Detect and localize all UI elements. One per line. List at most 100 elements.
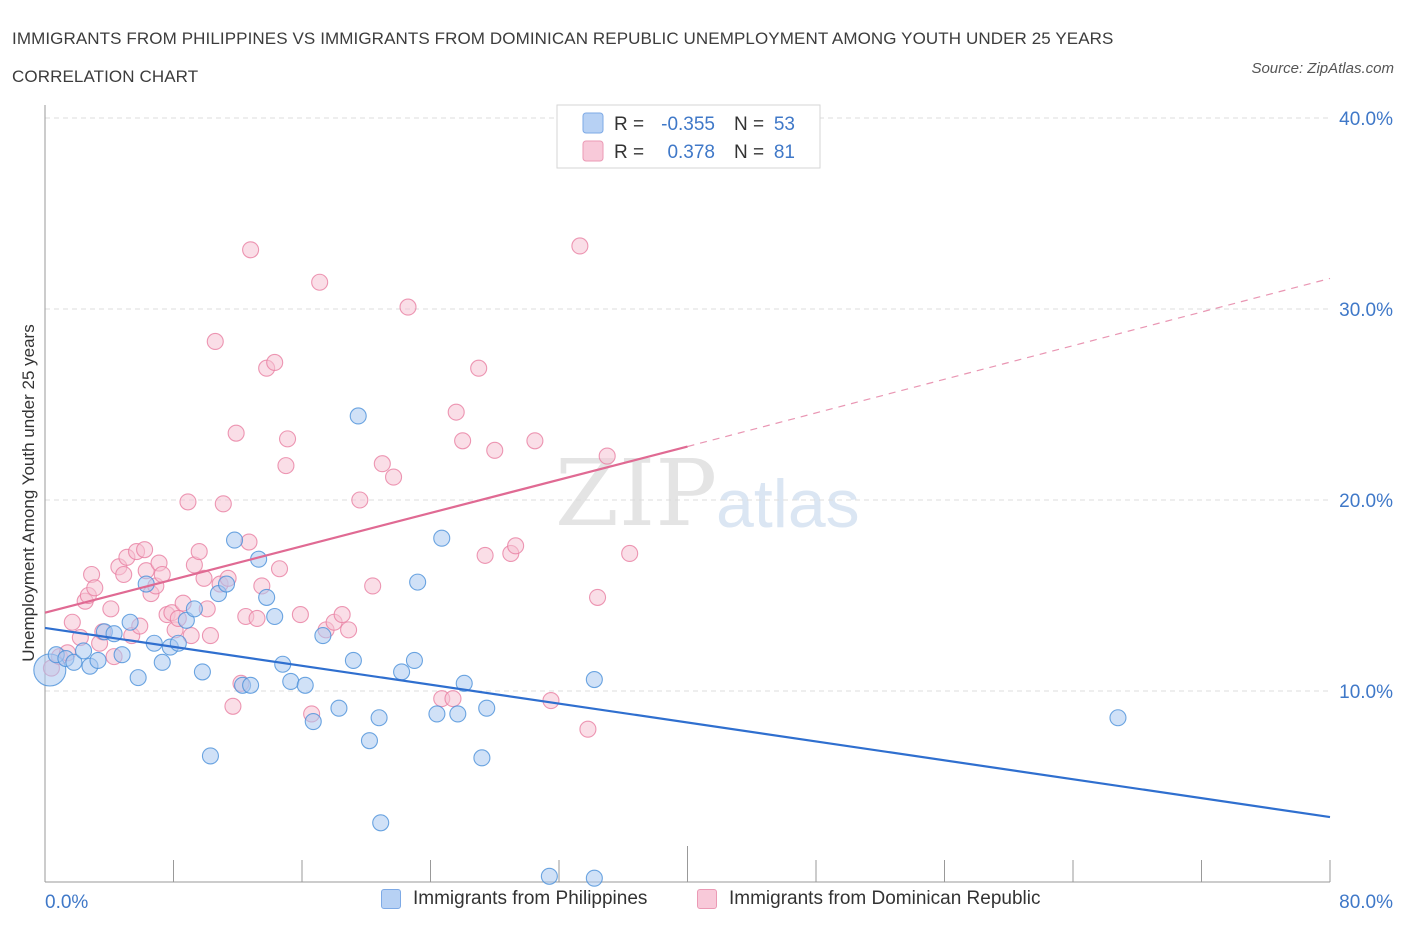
point-philippines (455, 674, 473, 692)
legend-n-value-1: 53 (774, 114, 795, 135)
point-philippines (349, 407, 367, 425)
point-dominican (291, 606, 309, 624)
point-dominican (248, 609, 266, 627)
source-label: Source: ZipAtlas.com (1251, 60, 1394, 77)
point-dominican (136, 541, 154, 559)
point-philippines (409, 573, 427, 591)
y-axis-label: Unemployment Among Youth under 25 years (19, 324, 38, 661)
point-dominican (63, 613, 81, 631)
legend-item-dominican: Immigrants from Dominican Republic (697, 888, 1041, 910)
point-dominican (182, 627, 200, 645)
point-dominican (399, 298, 417, 316)
point-dominican (195, 569, 213, 587)
point-dominican (190, 543, 208, 561)
legend-r-value-1: -0.355 (661, 114, 715, 135)
point-philippines (433, 529, 451, 547)
point-dominican (340, 621, 358, 639)
legend-item-philippines: Immigrants from Philippines (381, 888, 647, 910)
point-philippines (296, 676, 314, 694)
point-dominican (507, 537, 525, 555)
point-philippines (185, 600, 203, 618)
point-philippines (393, 663, 411, 681)
point-philippines (153, 653, 171, 671)
point-philippines (360, 732, 379, 750)
point-philippines (449, 705, 467, 723)
point-philippines (282, 672, 300, 691)
trend-line-dominican-projection (687, 277, 1331, 448)
point-dominican (333, 606, 351, 624)
point-dominican (311, 273, 329, 291)
point-dominican (179, 493, 197, 511)
point-dominican (224, 697, 242, 715)
series-dominican-republic-points (42, 237, 639, 738)
point-philippines (330, 699, 348, 717)
point-philippines (258, 588, 276, 606)
legend-bottom-swatch-philippines (381, 889, 401, 909)
point-dominican (242, 241, 260, 259)
point-philippines (370, 709, 388, 727)
watermark-zip: ZIP (555, 440, 717, 547)
point-philippines (65, 653, 83, 671)
point-dominican (240, 533, 258, 551)
point-dominican (598, 447, 616, 465)
y-tick-labels: 10.0% 20.0% 30.0% 40.0% (1339, 109, 1393, 703)
y-tick-label: 20.0% (1339, 491, 1393, 512)
point-dominican (571, 237, 589, 255)
x-tick-label-start: 0.0% (45, 892, 88, 913)
point-philippines (428, 705, 446, 723)
point-dominican (270, 560, 289, 578)
legend-n-label-1: N = (734, 114, 764, 135)
legend-r-label-1: R = (614, 114, 644, 135)
point-dominican (227, 424, 245, 442)
trend-line-philippines (44, 626, 1331, 819)
point-philippines (113, 646, 131, 664)
point-philippines (193, 663, 211, 681)
trend-lines (44, 277, 1331, 819)
point-dominican (214, 495, 232, 513)
point-philippines (217, 575, 236, 593)
point-philippines (304, 713, 322, 731)
point-philippines (478, 699, 496, 717)
legend-bottom-swatch-dominican (697, 889, 717, 909)
legend-n-value-2: 81 (774, 142, 795, 163)
point-philippines (201, 747, 219, 765)
legend-r-value-2: 0.378 (667, 142, 715, 163)
legend-bottom: Immigrants from Philippines Immigrants f… (0, 888, 1406, 918)
point-dominican (201, 627, 219, 645)
point-dominican (115, 565, 133, 584)
point-philippines (242, 676, 260, 694)
legend-swatch-dominican (582, 140, 604, 162)
trend-line-dominican (44, 445, 688, 614)
legend-bottom-label-philippines: Immigrants from Philippines (413, 888, 648, 909)
point-dominican (526, 432, 544, 450)
y-tick-label: 30.0% (1339, 300, 1393, 321)
y-tick-label: 40.0% (1339, 109, 1393, 130)
point-philippines (225, 531, 244, 549)
x-tick-label-end: 80.0% (1339, 892, 1393, 913)
point-philippines (540, 867, 558, 885)
point-philippines (405, 651, 423, 669)
point-dominican (486, 441, 504, 459)
axes (44, 105, 1330, 883)
point-dominican (588, 588, 607, 606)
point-philippines (585, 670, 603, 689)
point-dominican (447, 403, 465, 421)
point-dominican (102, 600, 120, 618)
y-tick-label: 10.0% (1339, 682, 1393, 703)
point-dominican (206, 332, 224, 351)
point-dominican (351, 491, 369, 509)
legend-bottom-label-dominican: Immigrants from Dominican Republic (729, 888, 1041, 909)
point-dominican (278, 430, 297, 448)
point-philippines (344, 651, 362, 669)
point-dominican (470, 359, 488, 377)
point-philippines (372, 814, 390, 832)
point-philippines (75, 642, 93, 660)
gridlines (44, 117, 1331, 882)
legend-top: R = -0.355 N = 53 R = 0.378 N = 81 (556, 104, 821, 169)
point-philippines (121, 613, 139, 631)
point-dominican (444, 690, 462, 708)
point-dominican (86, 579, 104, 597)
x-tick-labels: 0.0% 80.0% (45, 892, 1393, 913)
point-dominican (277, 457, 295, 475)
